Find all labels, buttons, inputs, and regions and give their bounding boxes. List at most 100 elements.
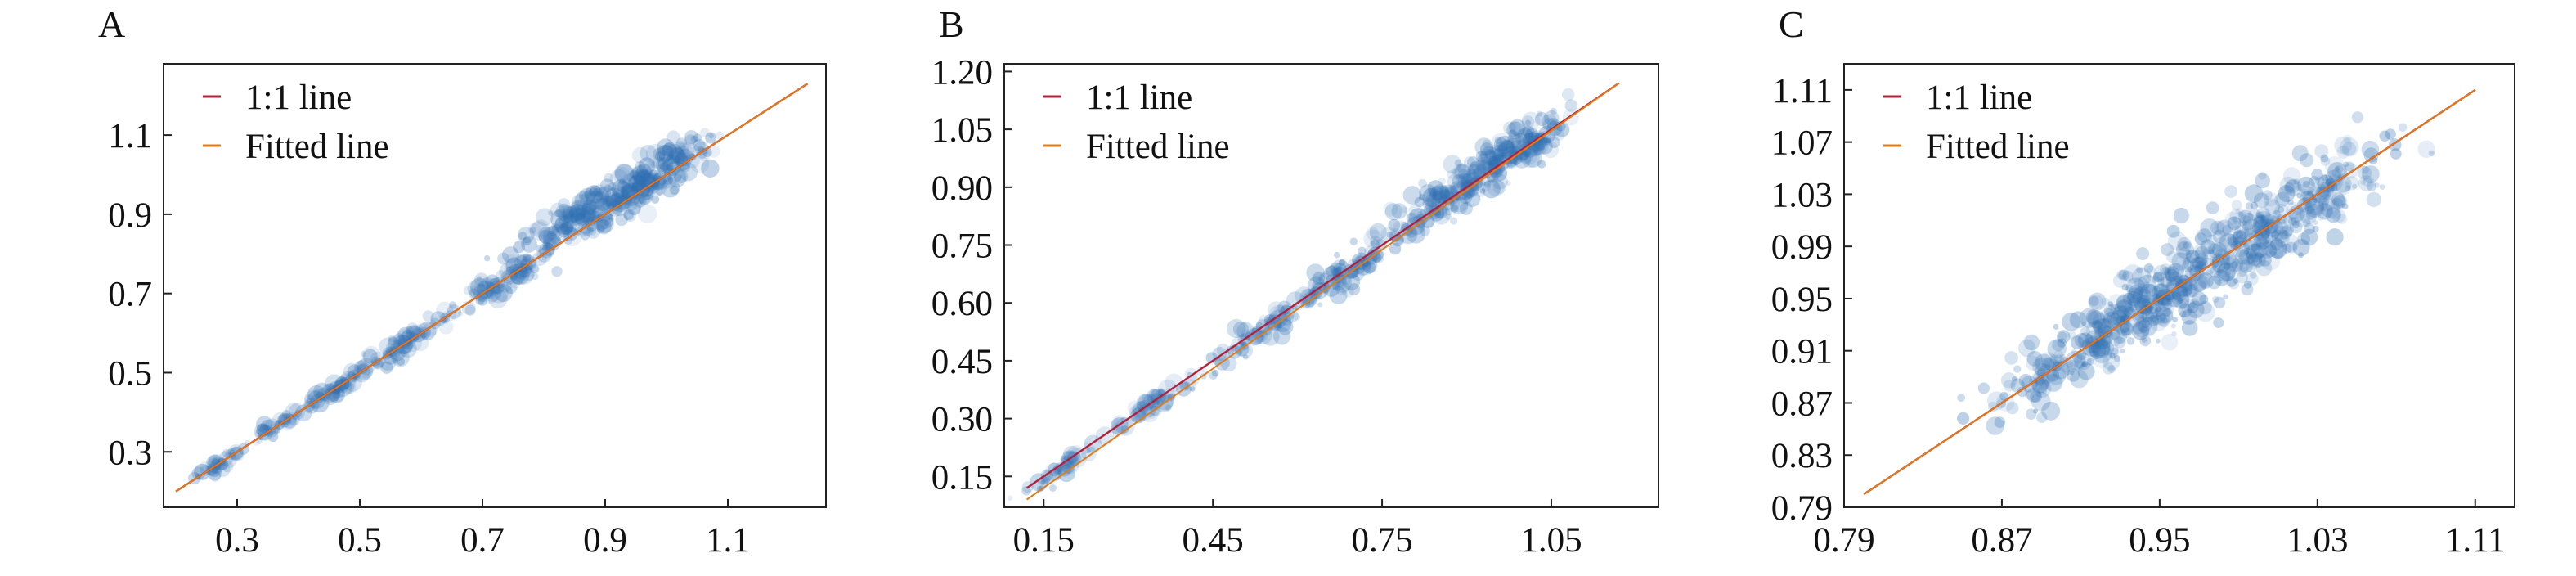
- scatter-point: [2053, 354, 2067, 368]
- scatter-point: [636, 169, 650, 182]
- scatter-point: [2137, 274, 2157, 294]
- panel-b: 0.15 0.45 0.75 1.05 0.15 0.30 0.45 0.60 0.75 0.90…: [931, 3, 1659, 560]
- scatter-point: [671, 167, 680, 175]
- y-tick-label: 0.5: [108, 354, 152, 393]
- scatter-point: [2191, 290, 2207, 307]
- scatter-point: [521, 236, 537, 253]
- scatter-point: [464, 304, 476, 316]
- scatter-point: [662, 160, 669, 168]
- scatter-point: [1309, 286, 1322, 299]
- scatter-point: [592, 205, 606, 218]
- scatter-point: [1526, 130, 1533, 137]
- scatter-point: [2268, 239, 2287, 259]
- scatter-point: [2121, 270, 2134, 282]
- scatter-point: [2192, 244, 2208, 259]
- scatter-point: [2200, 239, 2215, 254]
- scatter-point: [2343, 134, 2352, 143]
- scatter-point: [1432, 188, 1447, 204]
- scatter-point: [2213, 317, 2224, 328]
- scatter-point: [589, 187, 599, 197]
- scatter-point: [2155, 306, 2161, 313]
- scatter-point: [2126, 337, 2135, 345]
- scatter-point: [1333, 263, 1348, 277]
- scatter-point: [2318, 181, 2338, 200]
- scatter-point: [1349, 237, 1358, 245]
- scatter-point: [2327, 205, 2341, 219]
- scatter-point: [1362, 260, 1376, 274]
- scatter-point: [2174, 278, 2184, 288]
- scatter-point: [636, 169, 655, 189]
- scatter-point: [627, 174, 646, 192]
- scatter-point: [2198, 300, 2212, 315]
- scatter-point: [2216, 263, 2236, 282]
- scatter-point: [1137, 404, 1154, 421]
- scatter-point: [2326, 228, 2344, 246]
- scatter-point: [2133, 277, 2150, 293]
- x-tick-label: 0.15: [1013, 521, 1075, 560]
- scatter-point: [391, 349, 410, 367]
- scatter-point: [2250, 272, 2257, 279]
- scatter-point: [2093, 352, 2109, 368]
- scatter-point: [2187, 300, 2205, 318]
- scatter-point: [558, 209, 577, 229]
- scatter-point: [631, 181, 644, 192]
- scatter-point: [2223, 294, 2228, 300]
- scatter-point: [2211, 254, 2231, 274]
- scatter-point: [542, 244, 550, 251]
- scatter-point: [397, 338, 413, 354]
- scatter-point: [487, 289, 508, 309]
- scatter-point: [1362, 261, 1371, 271]
- scatter-point: [1138, 394, 1156, 411]
- scatter-point: [372, 358, 384, 370]
- scatter-point: [1259, 315, 1268, 325]
- scatter-point: [2166, 250, 2179, 263]
- scatter-point: [571, 194, 589, 212]
- scatter-point: [627, 201, 641, 216]
- scatter-point: [388, 348, 401, 360]
- scatter-point: [1347, 266, 1360, 278]
- scatter-point: [2178, 298, 2184, 304]
- scatter-point: [2188, 250, 2208, 268]
- x-tick-label: 0.75: [1351, 521, 1412, 560]
- scatter-point: [1498, 142, 1508, 152]
- scatter-point: [2307, 187, 2314, 194]
- scatter-point: [631, 146, 648, 164]
- scatter-point: [635, 170, 653, 188]
- scatter-point: [2195, 302, 2215, 322]
- scatter-point: [2192, 256, 2208, 272]
- scatter-point: [2109, 329, 2120, 340]
- scatter-point: [1338, 259, 1348, 268]
- scatter-point: [681, 146, 695, 160]
- scatter-point: [2116, 269, 2127, 280]
- scatter-point: [1316, 278, 1322, 284]
- scatter-point: [2033, 408, 2039, 414]
- y-tick-label: 0.79: [1771, 489, 1833, 528]
- scatter-point: [646, 188, 656, 198]
- scatter-point: [650, 195, 660, 204]
- scatter-point: [2176, 300, 2182, 306]
- scatter-point: [600, 196, 610, 205]
- scatter-point: [2147, 306, 2154, 312]
- scatter-point: [604, 184, 612, 193]
- scatter-point: [1312, 272, 1326, 286]
- scatter-point: [1496, 153, 1505, 161]
- y-tick-label: 0.75: [931, 227, 993, 266]
- scatter-point: [1329, 286, 1348, 304]
- scatter-point: [2154, 308, 2164, 317]
- scatter-point: [622, 189, 629, 196]
- scatter-point: [2153, 271, 2163, 281]
- scatter-point: [588, 227, 597, 236]
- scatter-point: [1432, 185, 1447, 200]
- scatter-point: [498, 279, 512, 293]
- scatter-point: [537, 227, 555, 244]
- scatter-point: [2167, 272, 2183, 287]
- scatter-point: [1366, 262, 1372, 268]
- scatter-point: [2351, 183, 2358, 189]
- scatter-point: [2080, 326, 2090, 336]
- scatter-point: [2088, 344, 2102, 358]
- scatter-point: [1335, 266, 1342, 272]
- scatter-point: [2057, 330, 2071, 344]
- scatter-point: [430, 311, 447, 327]
- scatter-point: [2100, 341, 2115, 356]
- scatter-point: [645, 143, 666, 164]
